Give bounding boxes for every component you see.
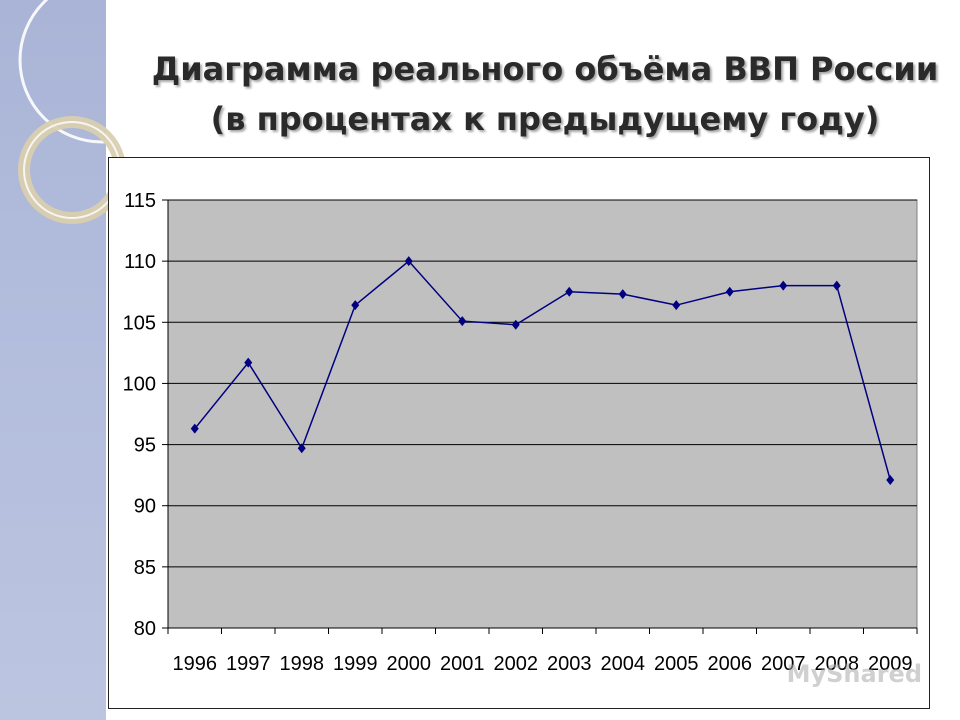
x-tick-label: 2003: [547, 653, 592, 675]
data-point: [511, 319, 520, 330]
x-tick-label: 1996: [173, 653, 218, 675]
y-tick-label: 115: [124, 190, 156, 212]
data-point: [244, 357, 253, 368]
data-point: [672, 300, 681, 311]
data-point: [725, 286, 734, 297]
data-point: [190, 423, 199, 434]
x-tick-label: 1997: [226, 653, 271, 675]
data-point: [297, 443, 306, 454]
plot-area: [167, 199, 918, 629]
data-point: [832, 280, 841, 291]
x-tick-label: 2000: [387, 653, 432, 675]
title-line-2: (в процентах к предыдущему году): [210, 100, 880, 138]
data-point: [618, 289, 627, 300]
series-line: [194, 260, 891, 481]
watermark-text: MyShared: [786, 660, 922, 688]
title-line-1: Диаграмма реального объёма ВВП России: [151, 50, 939, 88]
y-tick-label: 80: [134, 618, 156, 640]
x-tick-label: 2008: [815, 653, 860, 675]
x-tick-label: 2006: [708, 653, 753, 675]
y-tick-label: 90: [134, 496, 156, 518]
data-point: [565, 286, 574, 297]
data-point: [886, 475, 895, 486]
y-tick-label: 85: [134, 557, 156, 579]
x-tick-label: 2009: [868, 653, 913, 675]
data-point: [458, 316, 467, 327]
x-tick-label: 2002: [494, 653, 539, 675]
y-tick-label: 100: [123, 373, 156, 395]
slide-title: Диаграмма реального объёма ВВП России (в…: [110, 44, 960, 144]
x-tick-label: 2007: [761, 653, 806, 675]
x-tick-label: 1999: [333, 653, 378, 675]
data-point: [404, 256, 413, 267]
y-tick-label: 105: [123, 312, 156, 334]
x-tick-label: 1998: [280, 653, 325, 675]
data-point: [779, 280, 788, 291]
x-tick-label: 2005: [654, 653, 699, 675]
x-tick-label: 2004: [601, 653, 646, 675]
y-tick-label: 95: [134, 435, 156, 457]
y-tick-label: 110: [124, 251, 156, 273]
data-point: [351, 300, 360, 311]
x-tick-label: 2001: [440, 653, 485, 675]
